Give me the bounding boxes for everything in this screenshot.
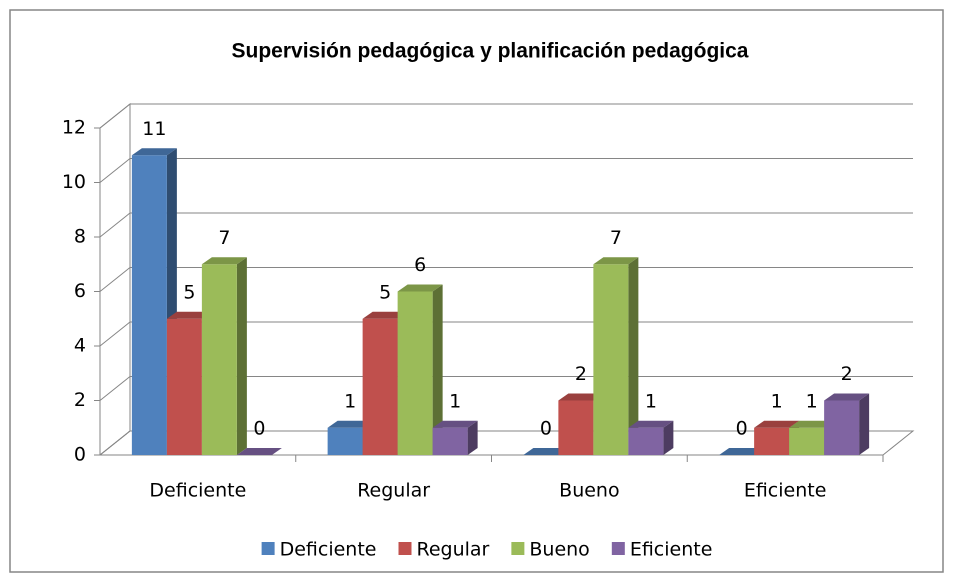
chart-title: Supervisión pedagógica y planificación p…	[232, 40, 749, 63]
bar-front	[593, 264, 629, 455]
bar-front	[166, 318, 202, 455]
legend-label: Regular	[417, 539, 490, 561]
y-tick-label: 12	[62, 117, 86, 139]
value-label: 5	[183, 281, 195, 303]
legend-swatch	[511, 542, 525, 555]
legend: Deficiente Regular Bueno Eficiente	[261, 539, 713, 561]
bar	[824, 393, 870, 455]
bar	[523, 448, 569, 455]
grid-line	[99, 267, 913, 292]
bar-top	[236, 448, 282, 455]
bar-top	[593, 257, 639, 265]
grid-line	[99, 321, 913, 347]
legend-label: Deficiente	[280, 539, 377, 561]
y-tick-label: 4	[74, 335, 86, 357]
value-label: 7	[610, 227, 622, 249]
bar-side	[859, 393, 870, 455]
value-label: 11	[142, 118, 166, 140]
bar-front	[201, 264, 237, 455]
bar-front	[432, 427, 468, 455]
value-label: 0	[540, 418, 552, 440]
bar	[397, 284, 443, 455]
bar-side	[432, 284, 443, 455]
bar-front	[824, 400, 860, 455]
grid-line	[99, 376, 913, 401]
value-label: 1	[344, 390, 356, 412]
bar-top	[628, 420, 674, 428]
bar-top	[397, 284, 443, 292]
bar-top	[719, 448, 765, 455]
legend-swatch	[261, 542, 275, 555]
value-label: 1	[806, 390, 818, 412]
bar-side	[663, 420, 674, 455]
y-tick-label: 0	[74, 444, 86, 466]
y-tick-label: 10	[62, 171, 86, 193]
value-label: 0	[253, 418, 265, 440]
legend-swatch	[611, 542, 625, 555]
y-tick-label: 2	[74, 389, 86, 411]
bar-top	[201, 257, 247, 265]
x-tick-label: Regular	[357, 480, 430, 502]
bar-front	[558, 400, 594, 455]
bar-side	[236, 257, 247, 455]
grid-line	[99, 158, 913, 183]
y-tick-label: 6	[74, 280, 86, 302]
legend-label: Bueno	[529, 539, 589, 561]
value-label: 5	[379, 281, 391, 303]
bar-top	[523, 448, 569, 455]
bar-front	[789, 427, 825, 455]
bar-front	[327, 427, 363, 455]
bar-top	[432, 420, 478, 428]
bar-side	[467, 420, 478, 455]
bar	[593, 257, 639, 455]
value-label: 6	[414, 254, 426, 276]
legend-swatch	[398, 542, 412, 555]
bar-front	[628, 427, 664, 455]
y-tick-label: 8	[74, 226, 86, 248]
value-label: 1	[645, 390, 657, 412]
bar-front	[131, 155, 167, 455]
bar-side	[628, 257, 639, 455]
bar	[432, 420, 478, 455]
value-label: 2	[841, 363, 853, 385]
grid-line	[99, 103, 913, 129]
bar	[719, 448, 765, 455]
value-label: 0	[736, 418, 748, 440]
bar-top	[166, 311, 212, 319]
bar-top	[754, 420, 800, 428]
x-tick-label: Eficiente	[744, 480, 827, 502]
bar-top	[131, 148, 177, 156]
grid-line	[99, 212, 913, 238]
value-label: 7	[218, 227, 230, 249]
bar-top	[558, 393, 604, 401]
bar	[201, 257, 247, 455]
bar-front	[362, 318, 398, 455]
value-label: 1	[449, 390, 461, 412]
value-label: 1	[771, 390, 783, 412]
legend-label: Eficiente	[630, 539, 713, 561]
bar	[236, 448, 282, 455]
bar	[628, 420, 674, 455]
x-tick-label: Bueno	[559, 480, 619, 502]
x-tick-label: Deficiente	[149, 480, 246, 502]
bar-top	[327, 420, 373, 428]
bar-front	[397, 291, 433, 455]
bar-top	[824, 393, 870, 401]
bar-top	[789, 420, 835, 428]
value-label: 2	[575, 363, 587, 385]
bar-top	[362, 311, 408, 319]
bar-front	[754, 427, 790, 455]
